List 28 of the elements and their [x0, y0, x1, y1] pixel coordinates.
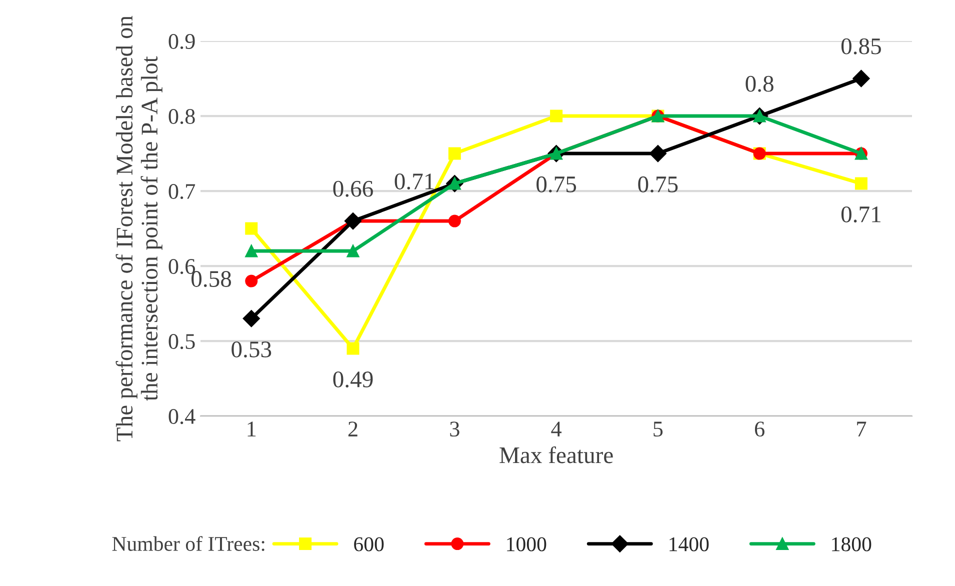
y-tick-label: 0.8	[168, 108, 195, 124]
legend-label: 600	[354, 537, 384, 552]
x-tick-label: 2	[348, 422, 358, 436]
y-tick-label: 0.9	[168, 34, 195, 50]
annotation: 0.53	[232, 341, 272, 358]
annotation: 0.85	[841, 38, 881, 54]
legend-label: 1000	[507, 537, 546, 552]
annotation: 0.71	[394, 174, 434, 190]
x-tick-label: 6	[754, 422, 764, 437]
annotation: 0.75	[638, 176, 678, 192]
y-tick-label: 0.4	[168, 408, 196, 424]
annotation: 0.71	[841, 206, 880, 222]
x-tick-label: 1	[248, 422, 256, 436]
legend-title: Number of ITrees:	[112, 536, 264, 552]
y-axis-title: The performance of IForest Models based on the intersection point of the P-A plot	[116, 16, 162, 442]
x-tick-label: 4	[551, 422, 562, 436]
annotation: 0.8	[746, 76, 774, 92]
x-tick-label: 7	[857, 422, 866, 436]
x-tick-label: 3	[450, 422, 460, 437]
y-tick-label: 0.7	[168, 184, 196, 200]
x-tick-label: 5	[654, 422, 663, 437]
y-tick-label: 0.5	[168, 334, 195, 350]
annotation: 0.49	[333, 371, 373, 388]
x-axis-title: Max feature	[500, 446, 613, 464]
annotation: 0.66	[333, 180, 373, 197]
annotation: 0.75	[536, 176, 576, 192]
legend-label: 1400	[670, 537, 709, 552]
legend-label: 1800	[832, 537, 872, 552]
